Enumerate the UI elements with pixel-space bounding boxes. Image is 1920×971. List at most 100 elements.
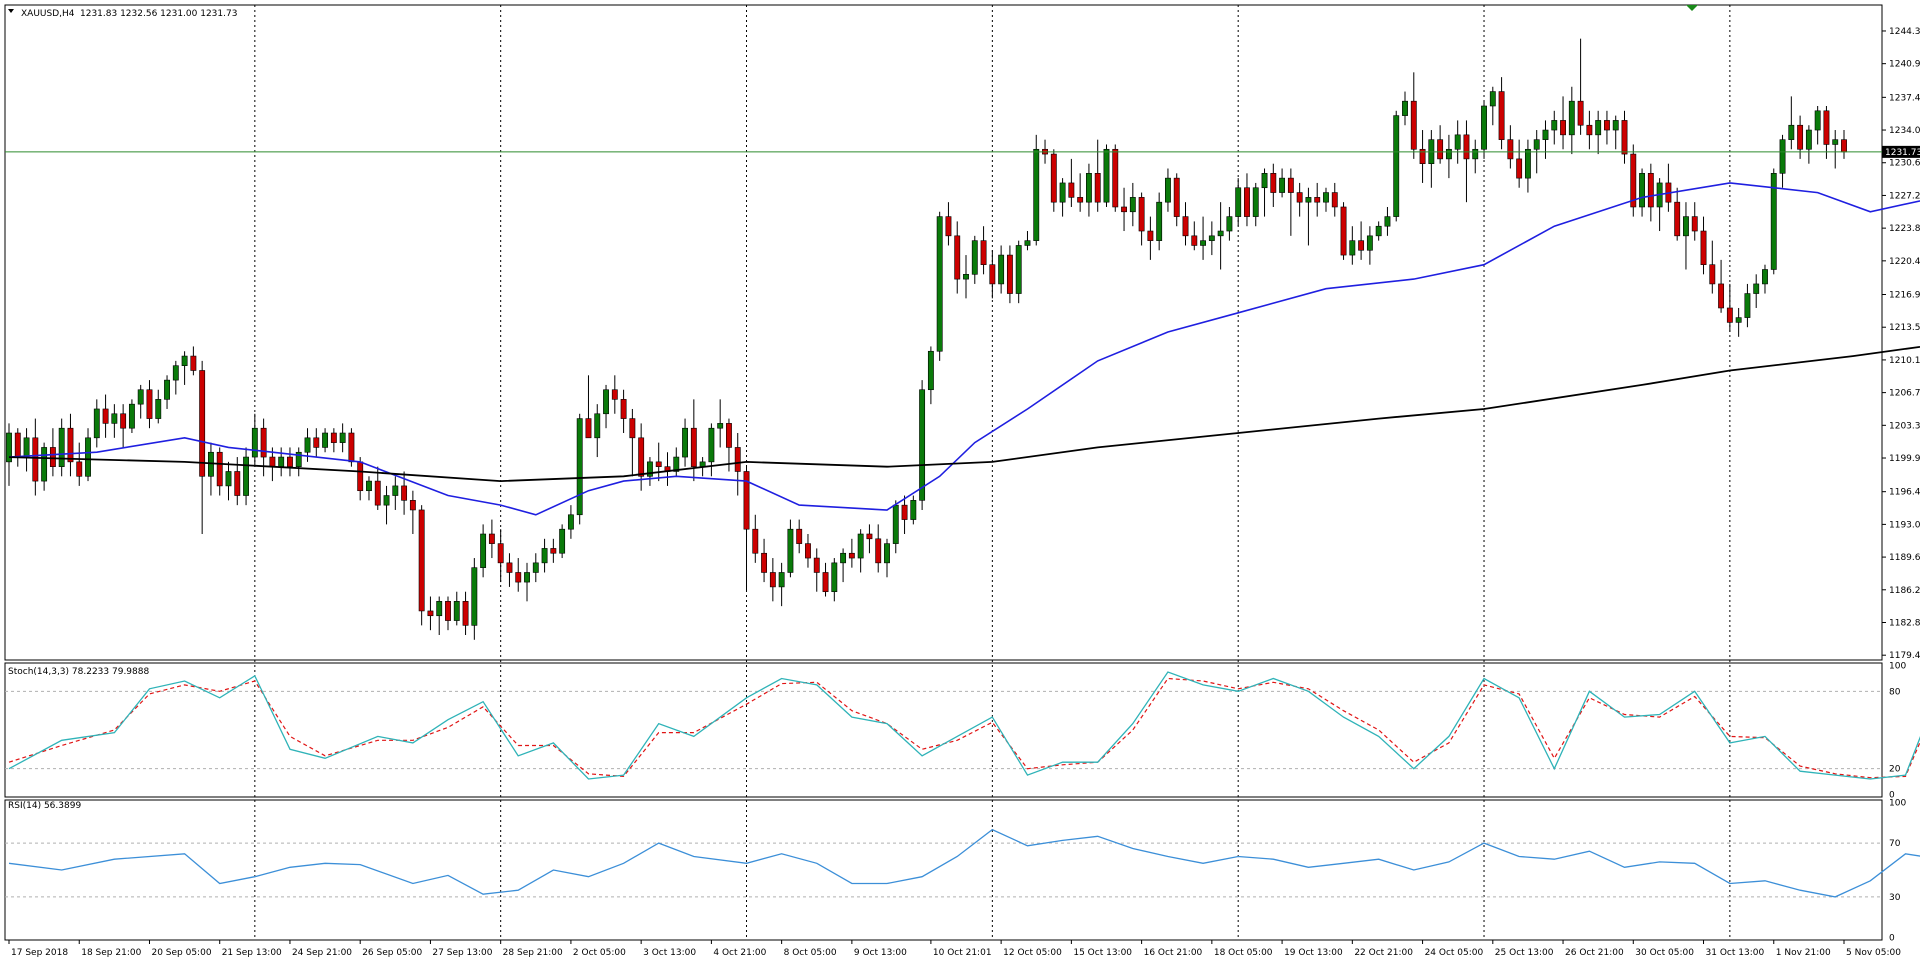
candle-body-down — [1674, 201, 1681, 237]
candle — [295, 447, 302, 477]
y-tick-label: 1182.80 — [1889, 618, 1920, 628]
candle — [673, 447, 680, 477]
candle — [1305, 187, 1312, 246]
candle — [1112, 144, 1119, 212]
rsi-label: RSI(14) 56.3899 — [8, 801, 81, 811]
candle-body-down — [1726, 307, 1733, 323]
candle — [1015, 240, 1022, 304]
candle-body-up — [971, 240, 978, 275]
candle-body-down — [1314, 197, 1321, 203]
candle — [576, 413, 583, 525]
candle — [339, 423, 346, 453]
candle-body-up — [181, 355, 188, 366]
candle — [374, 466, 381, 510]
candle — [1252, 182, 1259, 227]
candle — [655, 442, 662, 482]
candle-body-up — [1402, 100, 1408, 116]
candle — [1832, 130, 1839, 169]
candle — [172, 360, 179, 395]
candle — [1121, 187, 1127, 232]
candle-body-up — [23, 437, 30, 458]
candle-body-up — [884, 543, 890, 564]
candle — [1691, 202, 1698, 241]
x-tick-label: 31 Oct 13:00 — [1706, 948, 1765, 958]
candle-body-up — [840, 552, 847, 564]
candle — [1621, 110, 1628, 164]
candle-body-up — [1200, 240, 1207, 246]
x-tick-label: 18 Sep 21:00 — [81, 948, 141, 958]
candle-body-down — [945, 216, 952, 237]
candle — [954, 221, 961, 294]
candle — [1735, 307, 1742, 337]
candle-body-down — [1586, 124, 1593, 136]
candle-body-up — [155, 399, 162, 419]
candle-body-down — [418, 509, 425, 612]
candle-body-down — [655, 461, 662, 467]
candle-body-up — [682, 427, 688, 458]
panel-frame-main — [4, 4, 1883, 661]
candle-body-down — [769, 572, 776, 588]
candle — [1165, 168, 1171, 212]
candle-body-down — [488, 533, 495, 544]
candle-body-up — [1208, 235, 1215, 241]
candle-body-up — [1226, 216, 1233, 232]
candle-body-up — [787, 528, 794, 573]
candle-body-up — [1770, 173, 1777, 270]
candle-body-up — [137, 389, 144, 405]
x-tick-label: 22 Oct 21:00 — [1354, 948, 1413, 958]
candle-body-down — [585, 418, 592, 439]
candle — [884, 538, 890, 578]
candle — [287, 447, 293, 477]
candle — [1762, 264, 1768, 294]
candle — [541, 538, 548, 573]
candle-body-up — [278, 456, 285, 467]
candle-body-up — [128, 403, 135, 429]
candle-body-up — [1305, 197, 1312, 203]
candle — [1647, 163, 1654, 222]
candle — [726, 418, 732, 472]
candle-body-down — [67, 427, 74, 463]
candle — [480, 524, 487, 578]
candle — [506, 553, 513, 587]
rsi-level-label: 100 — [1889, 799, 1906, 809]
x-tick-label: 20 Sep 05:00 — [151, 948, 211, 958]
candle — [971, 235, 978, 284]
candle — [93, 399, 100, 448]
candle-body-down — [374, 480, 381, 506]
candle-body-up — [243, 456, 249, 496]
x-tick-label: 30 Oct 05:00 — [1635, 948, 1694, 958]
candle — [1366, 226, 1373, 265]
x-tick-label: 1 Nov 21:00 — [1776, 948, 1831, 958]
candle — [963, 255, 969, 299]
candle — [1217, 202, 1224, 270]
candle-body-up — [1735, 317, 1742, 323]
candle — [796, 519, 803, 554]
candle — [471, 558, 478, 640]
candle-body-down — [330, 432, 337, 443]
candle — [585, 375, 592, 439]
y-tick-label: 1230.60 — [1889, 159, 1920, 169]
candle-body-down — [1604, 120, 1610, 131]
candle-body-down — [506, 562, 513, 573]
candle-body-up — [1524, 148, 1531, 179]
candle-body-down — [1358, 240, 1365, 251]
candle — [462, 591, 469, 635]
candle-body-up — [172, 365, 179, 381]
candle — [1244, 173, 1250, 227]
candle-body-down — [1173, 177, 1180, 217]
candle — [1639, 168, 1645, 217]
x-tick-label: 21 Sep 13:00 — [222, 948, 282, 958]
candle-body-down — [1331, 192, 1338, 208]
rsi-level-label: 0 — [1889, 933, 1895, 943]
candle-body-down — [1287, 177, 1294, 193]
candle-body-down — [1182, 216, 1189, 237]
candle — [120, 404, 127, 448]
candle — [1630, 144, 1637, 217]
candle — [708, 423, 715, 477]
candle — [137, 384, 144, 419]
candle — [1700, 216, 1707, 275]
candle-body-down — [1463, 134, 1470, 160]
candle — [1173, 173, 1180, 227]
candle — [41, 442, 48, 491]
